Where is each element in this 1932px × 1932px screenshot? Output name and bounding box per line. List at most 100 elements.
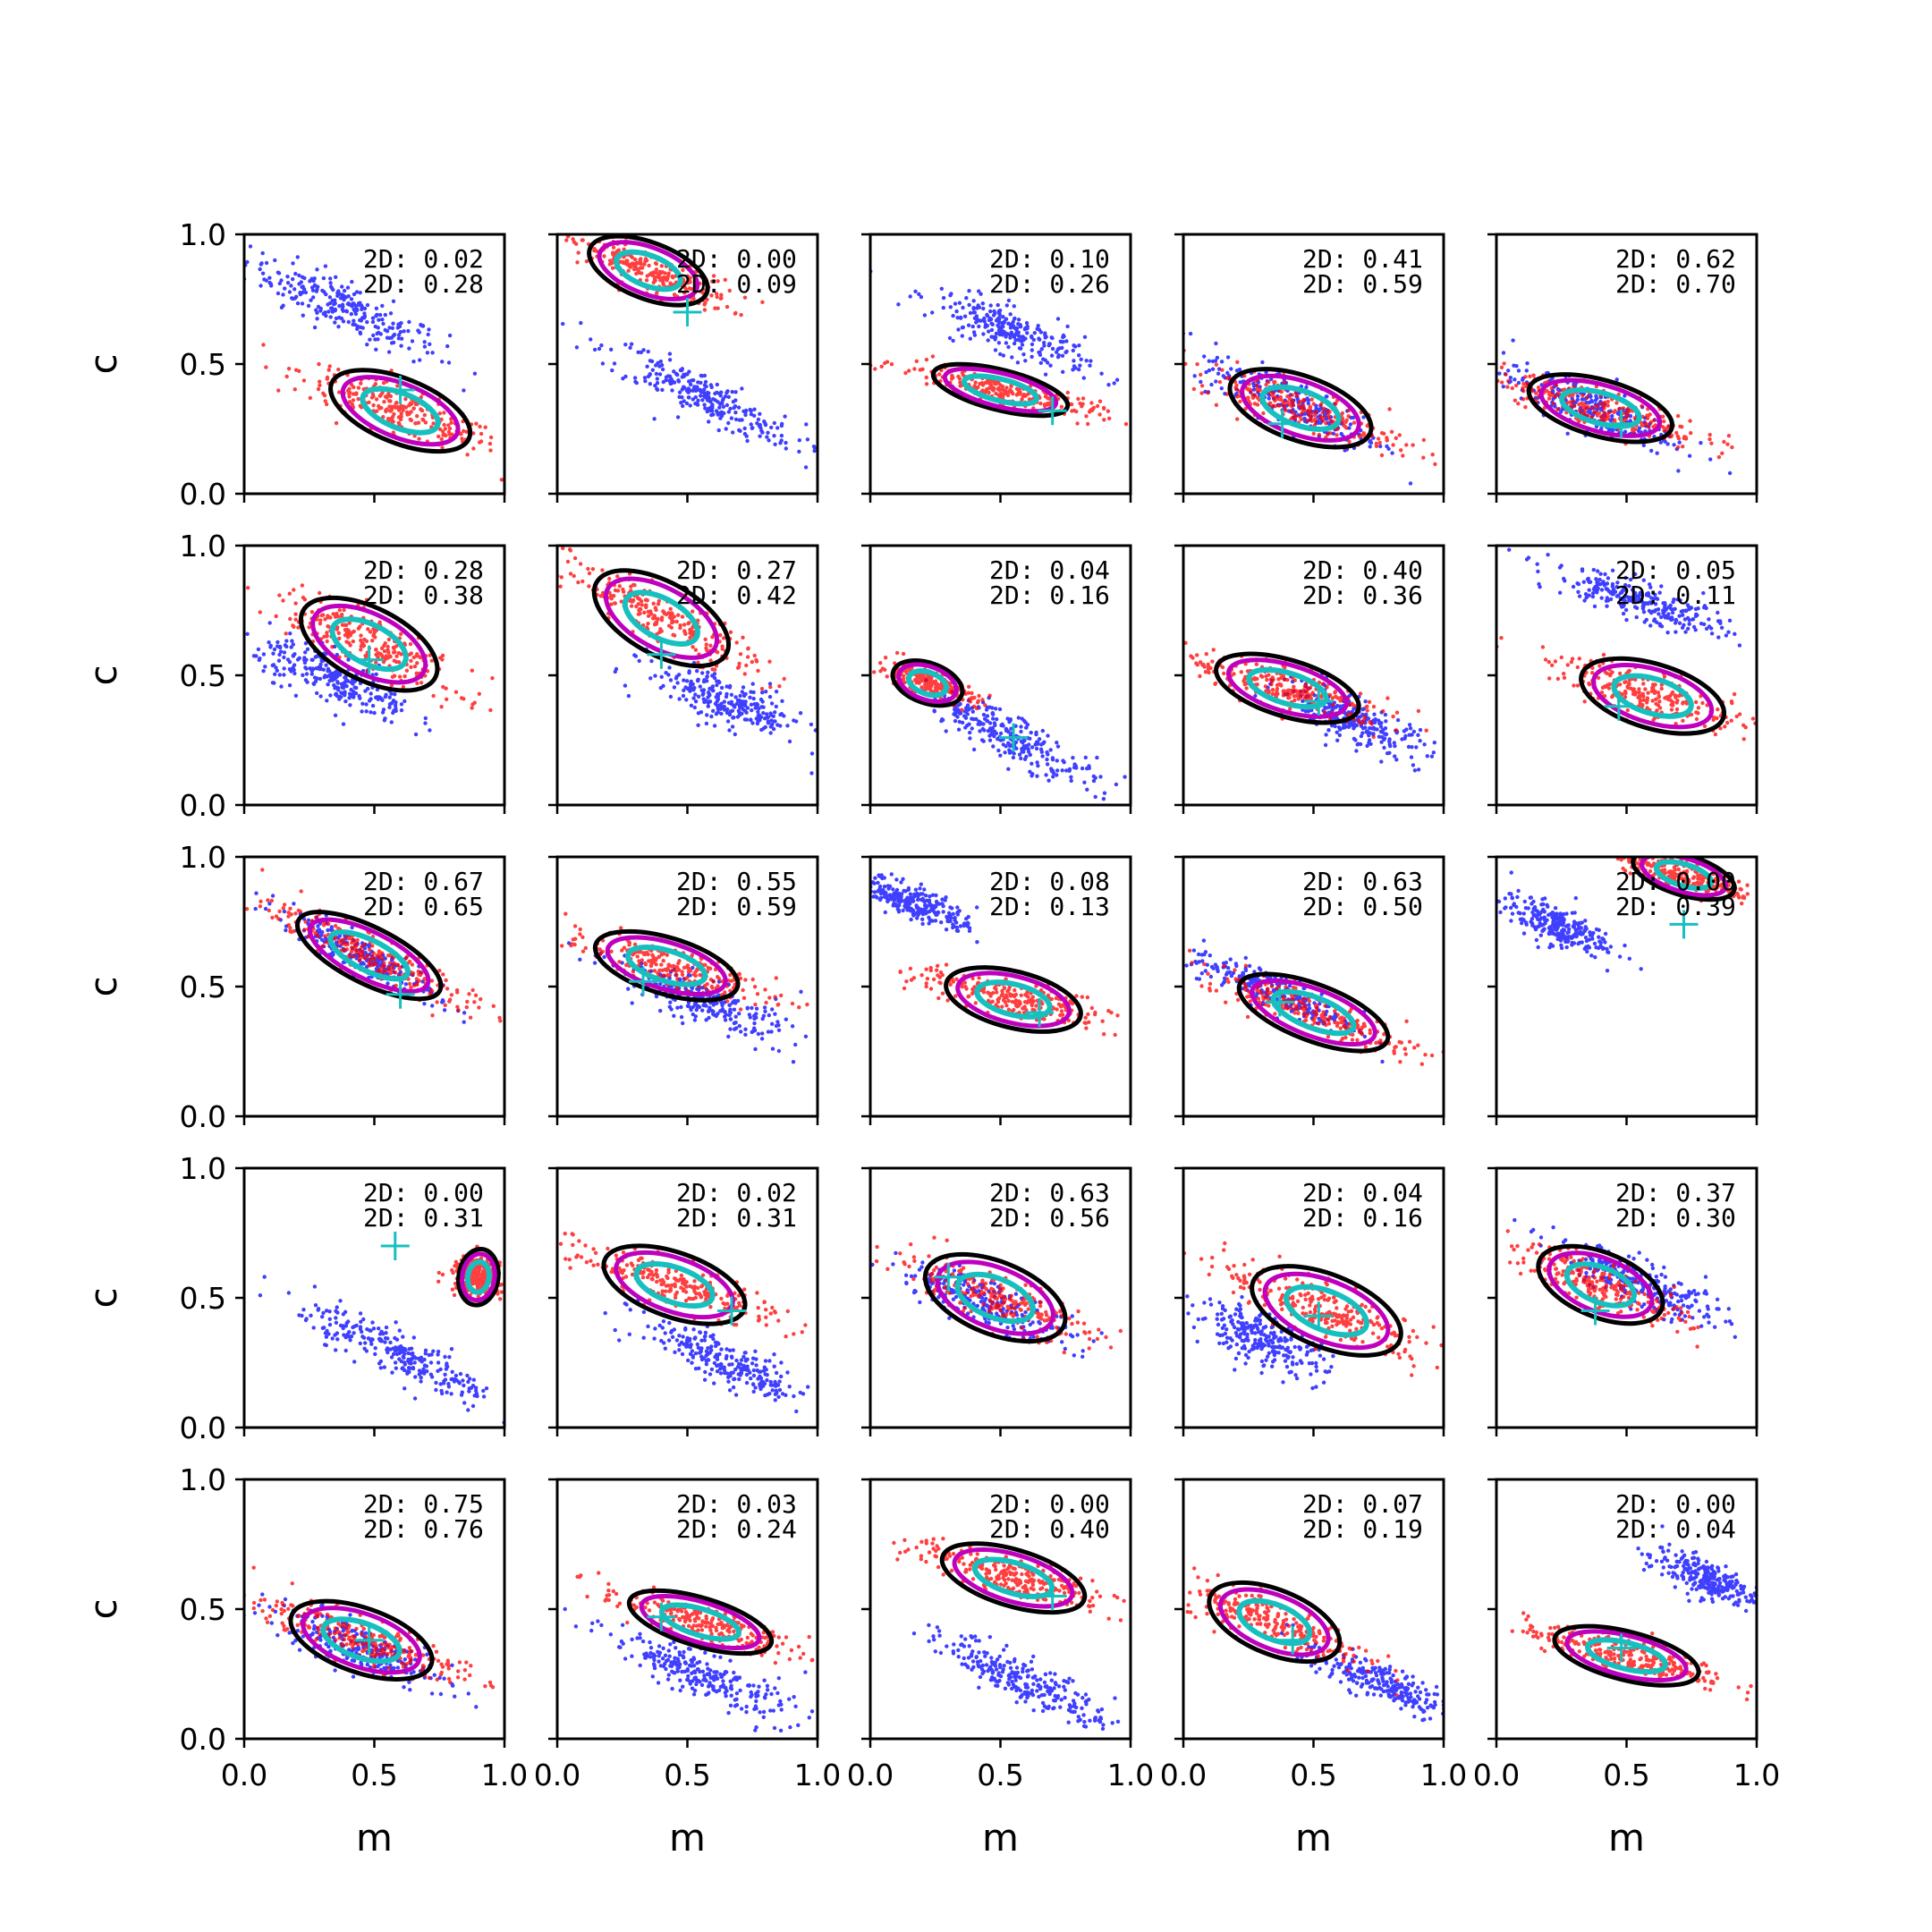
- red-sample-point: [1242, 677, 1247, 682]
- blue-sample-point: [657, 372, 663, 377]
- blue-sample-point: [333, 713, 338, 717]
- blue-sample-point: [667, 665, 672, 670]
- red-sample-point: [967, 684, 971, 689]
- blue-sample-point: [730, 389, 734, 394]
- blue-sample-point: [766, 719, 770, 724]
- blue-sample-point: [1681, 613, 1685, 617]
- red-sample-point: [1661, 425, 1665, 429]
- red-sample-point: [654, 291, 659, 296]
- blue-sample-point: [708, 686, 712, 691]
- plot-area: [1183, 640, 1437, 773]
- red-sample-point: [422, 412, 427, 418]
- blue-sample-point: [1046, 778, 1051, 783]
- red-sample-point: [472, 700, 477, 705]
- blue-sample-point: [965, 723, 970, 728]
- blue-sample-point: [1708, 457, 1713, 462]
- blue-sample-point: [1614, 377, 1619, 382]
- blue-sample-point: [695, 678, 700, 682]
- red-sample-point: [613, 588, 618, 593]
- red-sample-point: [928, 687, 933, 692]
- blue-sample-point: [968, 336, 973, 341]
- red-sample-point: [703, 301, 708, 305]
- blue-sample-point: [997, 310, 1002, 316]
- red-sample-point: [1651, 425, 1656, 429]
- blue-sample-point: [402, 329, 406, 334]
- red-sample-point: [615, 574, 620, 579]
- red-sample-point: [1346, 414, 1351, 419]
- red-sample-point: [708, 643, 713, 648]
- red-sample-point: [632, 257, 638, 262]
- red-sample-point: [737, 661, 741, 666]
- blue-sample-point: [1038, 360, 1044, 365]
- red-sample-point: [912, 367, 917, 371]
- blue-sample-point: [251, 654, 257, 658]
- blue-sample-point: [390, 326, 394, 330]
- blue-sample-point: [708, 405, 713, 410]
- red-sample-point: [1326, 413, 1331, 418]
- blue-sample-point: [733, 732, 737, 737]
- blue-sample-point: [986, 338, 990, 343]
- red-sample-point: [1272, 380, 1276, 385]
- red-sample-point: [1681, 445, 1685, 449]
- red-sample-point: [767, 659, 772, 664]
- red-sample-point: [356, 386, 361, 390]
- blue-sample-point: [760, 699, 765, 704]
- blue-sample-point: [758, 434, 762, 438]
- blue-sample-point: [1037, 336, 1041, 341]
- red-sample-point: [402, 674, 407, 679]
- blue-sample-point: [352, 685, 357, 690]
- blue-sample-point: [996, 748, 1001, 753]
- blue-sample-point: [1497, 371, 1502, 376]
- red-sample-point: [1097, 399, 1103, 403]
- red-sample-point: [686, 279, 691, 284]
- red-sample-point: [471, 446, 476, 451]
- blue-sample-point: [1367, 741, 1371, 745]
- blue-sample-point: [1354, 723, 1360, 728]
- blue-sample-point: [767, 438, 771, 443]
- blue-sample-point: [1379, 740, 1384, 744]
- blue-sample-point: [285, 275, 290, 279]
- red-sample-point: [659, 264, 664, 268]
- blue-sample-point: [684, 698, 689, 702]
- red-sample-point: [756, 668, 760, 674]
- blue-sample-point: [1221, 374, 1226, 378]
- blue-sample-point: [387, 326, 392, 330]
- blue-sample-point: [979, 292, 983, 296]
- blue-sample-point: [336, 688, 341, 692]
- blue-sample-point: [970, 709, 976, 714]
- blue-sample-point: [653, 674, 657, 678]
- blue-sample-point: [655, 377, 659, 381]
- red-sample-point: [1276, 403, 1282, 408]
- plot-area: [870, 650, 1127, 801]
- blue-sample-point: [753, 706, 758, 710]
- blue-sample-point: [984, 708, 989, 712]
- blue-sample-point: [648, 382, 652, 386]
- blue-sample-point: [989, 327, 995, 333]
- red-sample-point: [607, 262, 612, 267]
- blue-sample-point: [289, 645, 293, 649]
- blue-sample-point: [1035, 774, 1039, 778]
- blue-sample-point: [1016, 322, 1021, 326]
- blue-sample-point: [1055, 347, 1061, 352]
- blue-sample-point: [1616, 411, 1621, 416]
- red-sample-point: [1577, 402, 1581, 407]
- blue-sample-point: [1599, 427, 1604, 431]
- red-sample-point: [1299, 695, 1303, 699]
- red-sample-point: [925, 678, 929, 682]
- blue-sample-point: [1028, 769, 1032, 774]
- red-sample-point: [970, 691, 974, 696]
- blue-sample-point: [1016, 716, 1021, 720]
- blue-sample-point: [992, 729, 997, 733]
- red-sample-point: [1026, 392, 1030, 396]
- red-sample-point: [1567, 400, 1572, 404]
- red-sample-point: [1404, 443, 1409, 447]
- red-sample-point: [984, 387, 989, 392]
- blue-sample-point: [1649, 448, 1654, 453]
- blue-sample-point: [730, 708, 735, 713]
- red-sample-point: [715, 294, 719, 300]
- blue-sample-point: [749, 690, 753, 694]
- red-sample-point: [1377, 440, 1383, 445]
- red-sample-point: [958, 384, 962, 388]
